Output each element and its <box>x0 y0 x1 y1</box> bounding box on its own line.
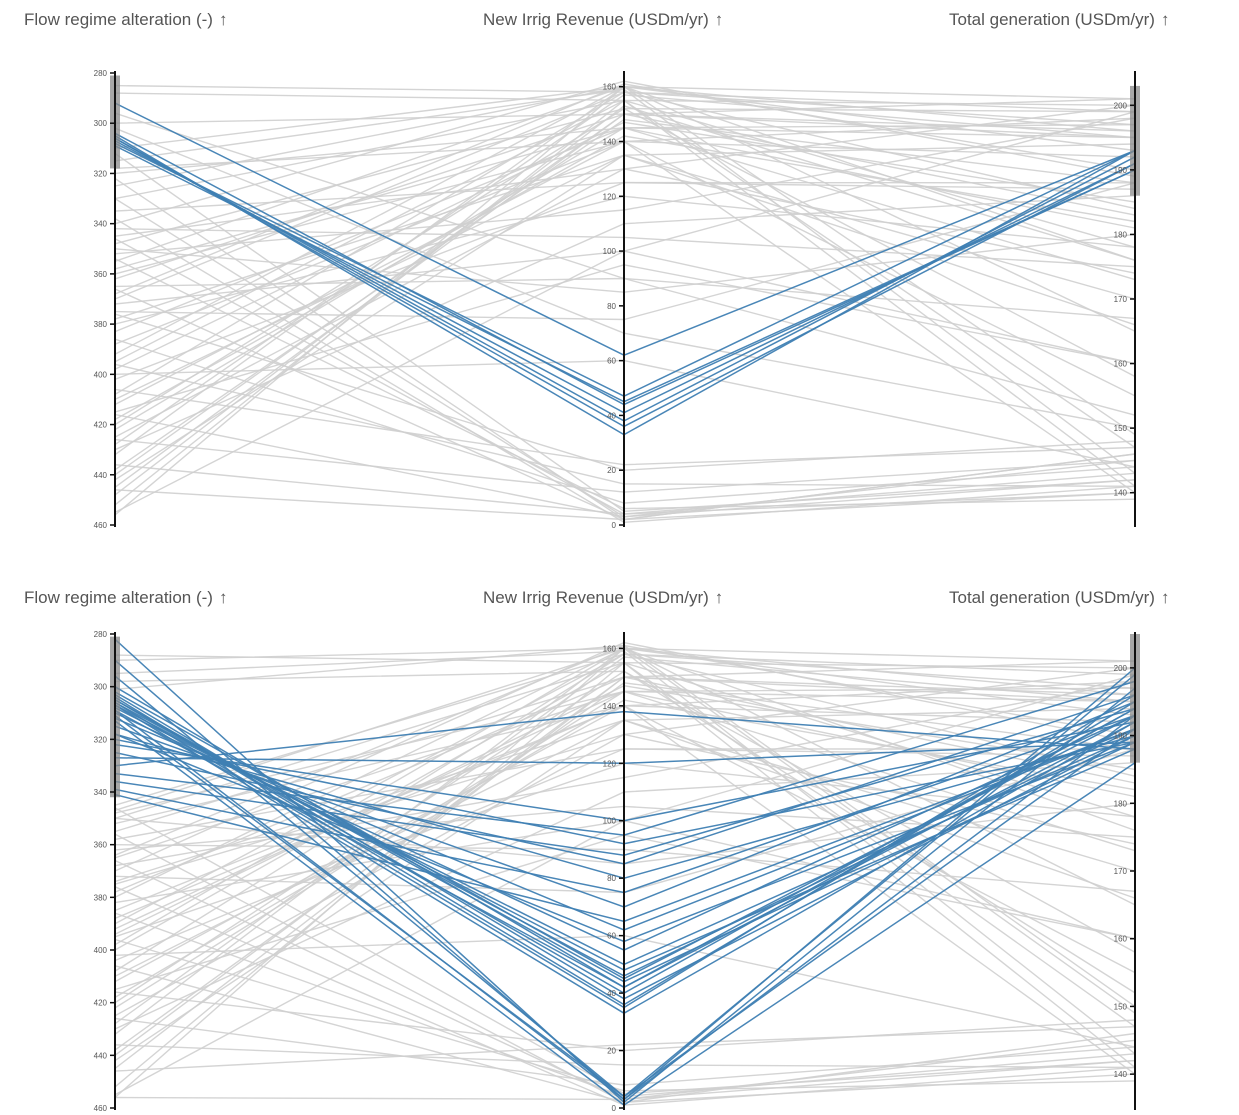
tick-label: 420 <box>94 999 108 1008</box>
parallel-plot-bottom[interactable]: 280 300 320 340 360 380 400 420 440 460 0 20 40 60 80 1… <box>0 578 1239 1115</box>
tick-label: 160 <box>1114 935 1128 944</box>
axis-title-text: Flow regime alteration (-) <box>24 588 213 607</box>
tick-label: 400 <box>94 370 108 379</box>
tick-label: 60 <box>607 932 616 941</box>
tick-label: 0 <box>612 1104 617 1113</box>
tick-label: 190 <box>1114 732 1128 741</box>
tick-label: 140 <box>1114 1070 1128 1079</box>
tick-label: 320 <box>94 735 108 744</box>
tick-label: 360 <box>94 841 108 850</box>
tick-label: 160 <box>1114 360 1128 369</box>
tick-label: 460 <box>94 1104 108 1113</box>
tick-label: 280 <box>94 69 108 78</box>
tick-label: 60 <box>607 357 616 366</box>
tick-label: 140 <box>1114 489 1128 498</box>
tick-label: 460 <box>94 521 108 530</box>
tick-label: 170 <box>1114 295 1128 304</box>
tick-label: 340 <box>94 788 108 797</box>
sort-arrow-icon[interactable]: ↑ <box>1160 10 1170 29</box>
sort-arrow-icon[interactable]: ↑ <box>1160 588 1170 607</box>
tick-label: 440 <box>94 1051 108 1060</box>
sort-arrow-icon[interactable]: ↑ <box>714 10 724 29</box>
tick-label: 380 <box>94 320 108 329</box>
top-panel: Flow regime alteration (-) ↑ New Irrig Re… <box>0 0 1239 560</box>
tick-label: 190 <box>1114 166 1128 175</box>
tick-label: 80 <box>607 302 616 311</box>
tick-label: 360 <box>94 270 108 279</box>
tick-label: 20 <box>607 466 616 475</box>
tick-label: 160 <box>603 644 617 653</box>
sort-arrow-icon[interactable]: ↑ <box>218 588 228 607</box>
axis-title-text: Flow regime alteration (-) <box>24 10 213 29</box>
tick-label: 100 <box>603 247 617 256</box>
sort-arrow-icon[interactable]: ↑ <box>714 588 724 607</box>
axis-title-text: Total generation (USDm/yr) <box>949 588 1155 607</box>
tick-label: 150 <box>1114 1002 1128 1011</box>
tick-label: 140 <box>603 137 617 146</box>
axis-title-total-generation: Total generation (USDm/yr) ↑ <box>949 10 1169 30</box>
parallel-plot-top[interactable]: 280 300 320 340 360 380 400 420 440 460 0 20 40 60 80 1… <box>0 0 1239 560</box>
tick-label: 80 <box>607 874 616 883</box>
tick-label: 300 <box>94 119 108 128</box>
tick-label: 280 <box>94 630 108 639</box>
tick-label: 40 <box>607 989 616 998</box>
tick-label: 100 <box>603 817 617 826</box>
bottom-panel: Flow regime alteration (-) ↑ New Irrig Re… <box>0 578 1239 1115</box>
tick-label: 180 <box>1114 799 1128 808</box>
tick-label: 300 <box>94 683 108 692</box>
tick-label: 150 <box>1114 424 1128 433</box>
axis-title-flow-regime: Flow regime alteration (-) ↑ <box>24 588 227 608</box>
tick-label: 120 <box>603 192 617 201</box>
tick-label: 440 <box>94 471 108 480</box>
tick-label: 400 <box>94 946 108 955</box>
tick-label: 200 <box>1114 664 1128 673</box>
tick-label: 420 <box>94 421 108 430</box>
axis-title-text: New Irrig Revenue (USDm/yr) <box>483 10 709 29</box>
tick-label: 40 <box>607 411 616 420</box>
axis-title-irrig-revenue: New Irrig Revenue (USDm/yr) ↑ <box>483 10 723 30</box>
tick-label: 0 <box>612 521 617 530</box>
tick-label: 340 <box>94 220 108 229</box>
tick-label: 200 <box>1114 101 1128 110</box>
tick-label: 160 <box>603 83 617 92</box>
axis-title-total-generation: Total generation (USDm/yr) ↑ <box>949 588 1169 608</box>
tick-label: 320 <box>94 169 108 178</box>
tick-label: 20 <box>607 1047 616 1056</box>
tick-label: 140 <box>603 702 617 711</box>
sort-arrow-icon[interactable]: ↑ <box>218 10 228 29</box>
axis-title-text: New Irrig Revenue (USDm/yr) <box>483 588 709 607</box>
tick-label: 120 <box>603 759 617 768</box>
axis-title-irrig-revenue: New Irrig Revenue (USDm/yr) ↑ <box>483 588 723 608</box>
tick-label: 180 <box>1114 230 1128 239</box>
axis-title-text: Total generation (USDm/yr) <box>949 10 1155 29</box>
tick-label: 170 <box>1114 867 1128 876</box>
tick-label: 380 <box>94 893 108 902</box>
axis-title-flow-regime: Flow regime alteration (-) ↑ <box>24 10 227 30</box>
